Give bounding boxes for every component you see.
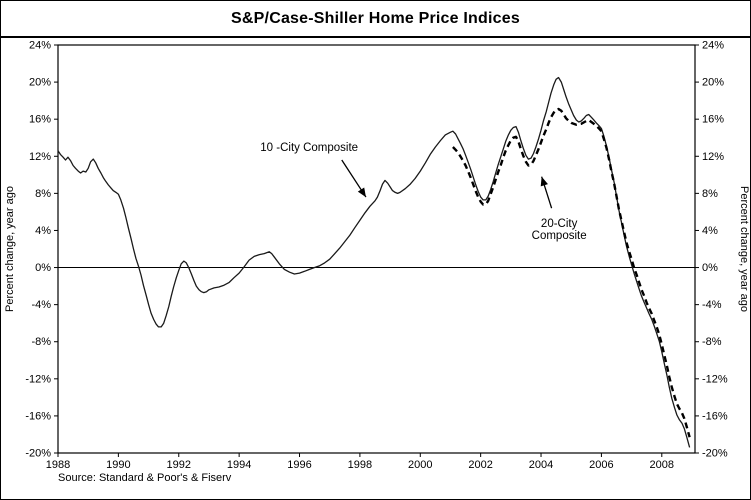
- y-tick-label-right: 12%: [702, 151, 724, 163]
- x-tick-label: 2000: [408, 459, 432, 471]
- y-tick-label-right: -4%: [702, 299, 722, 311]
- y-tick-label-left: 20%: [29, 77, 51, 89]
- y-tick-label-left: -16%: [25, 410, 51, 422]
- y-tick-label-left: 16%: [29, 114, 51, 126]
- arrow-20-city-head: [540, 176, 548, 187]
- x-tick-label: 2006: [589, 459, 613, 471]
- x-tick-label: 1992: [167, 459, 191, 471]
- x-tick-label: 1988: [46, 459, 70, 471]
- y-tick-label-left: 24%: [29, 40, 51, 52]
- y-tick-label-right: 24%: [702, 40, 724, 52]
- y-tick-label-left: -12%: [25, 373, 51, 385]
- plot-layer: -20% -20% -16% -16% -12% -12% -8% -8% -4% -4% 0% 0%…: [25, 40, 728, 472]
- page-title: S&P/Case-Shiller Home Price Indices: [231, 9, 520, 27]
- y-tick-label-right: -8%: [702, 336, 722, 348]
- annotation-20-city-line1: 20-City: [541, 218, 578, 230]
- y-axis-label-left: Percent change, year ago: [4, 186, 16, 312]
- y-axis-label-right: Percent change, year ago: [738, 186, 750, 312]
- x-tick-label: 1990: [106, 459, 130, 471]
- x-tick-label: 2002: [468, 459, 492, 471]
- annotation-20-city-line2: Composite: [532, 230, 587, 242]
- y-tick-label-left: 0%: [35, 262, 51, 274]
- title-bar: S&P/Case-Shiller Home Price Indices: [1, 1, 750, 38]
- x-tick-label: 2008: [650, 459, 674, 471]
- y-tick-label-left: -4%: [31, 299, 51, 311]
- annotation-10-city-composite: 10 -City Composite: [260, 142, 358, 154]
- series-20-city-composite: [452, 107, 691, 438]
- y-tick-label-left: 8%: [35, 188, 51, 200]
- y-tick-label-right: 0%: [702, 262, 718, 274]
- y-tick-label-right: -20%: [702, 448, 728, 460]
- arrow-10-city-head: [357, 187, 366, 198]
- y-tick-label-left: -20%: [25, 448, 51, 460]
- plot-frame: [57, 44, 696, 454]
- y-tick-label-left: -8%: [31, 336, 51, 348]
- y-tick-label-right: 8%: [702, 188, 718, 200]
- y-tick-label-right: 16%: [702, 114, 724, 126]
- source-note: Source: Standard & Poor's & Fiserv: [58, 472, 232, 484]
- y-tick-label-right: 4%: [702, 225, 718, 237]
- x-tick-label: 1994: [227, 459, 251, 471]
- y-tick-label-right: 20%: [702, 77, 724, 89]
- x-tick-label: 1998: [348, 459, 372, 471]
- y-tick-label-right: -16%: [702, 410, 728, 422]
- y-tick-label-left: 4%: [35, 225, 51, 237]
- x-tick-label: 1996: [287, 459, 311, 471]
- series-10-city-composite: [57, 76, 691, 448]
- y-tick-label-right: -12%: [702, 373, 728, 385]
- y-tick-label-left: 12%: [29, 151, 51, 163]
- x-tick-label: 2004: [529, 459, 553, 471]
